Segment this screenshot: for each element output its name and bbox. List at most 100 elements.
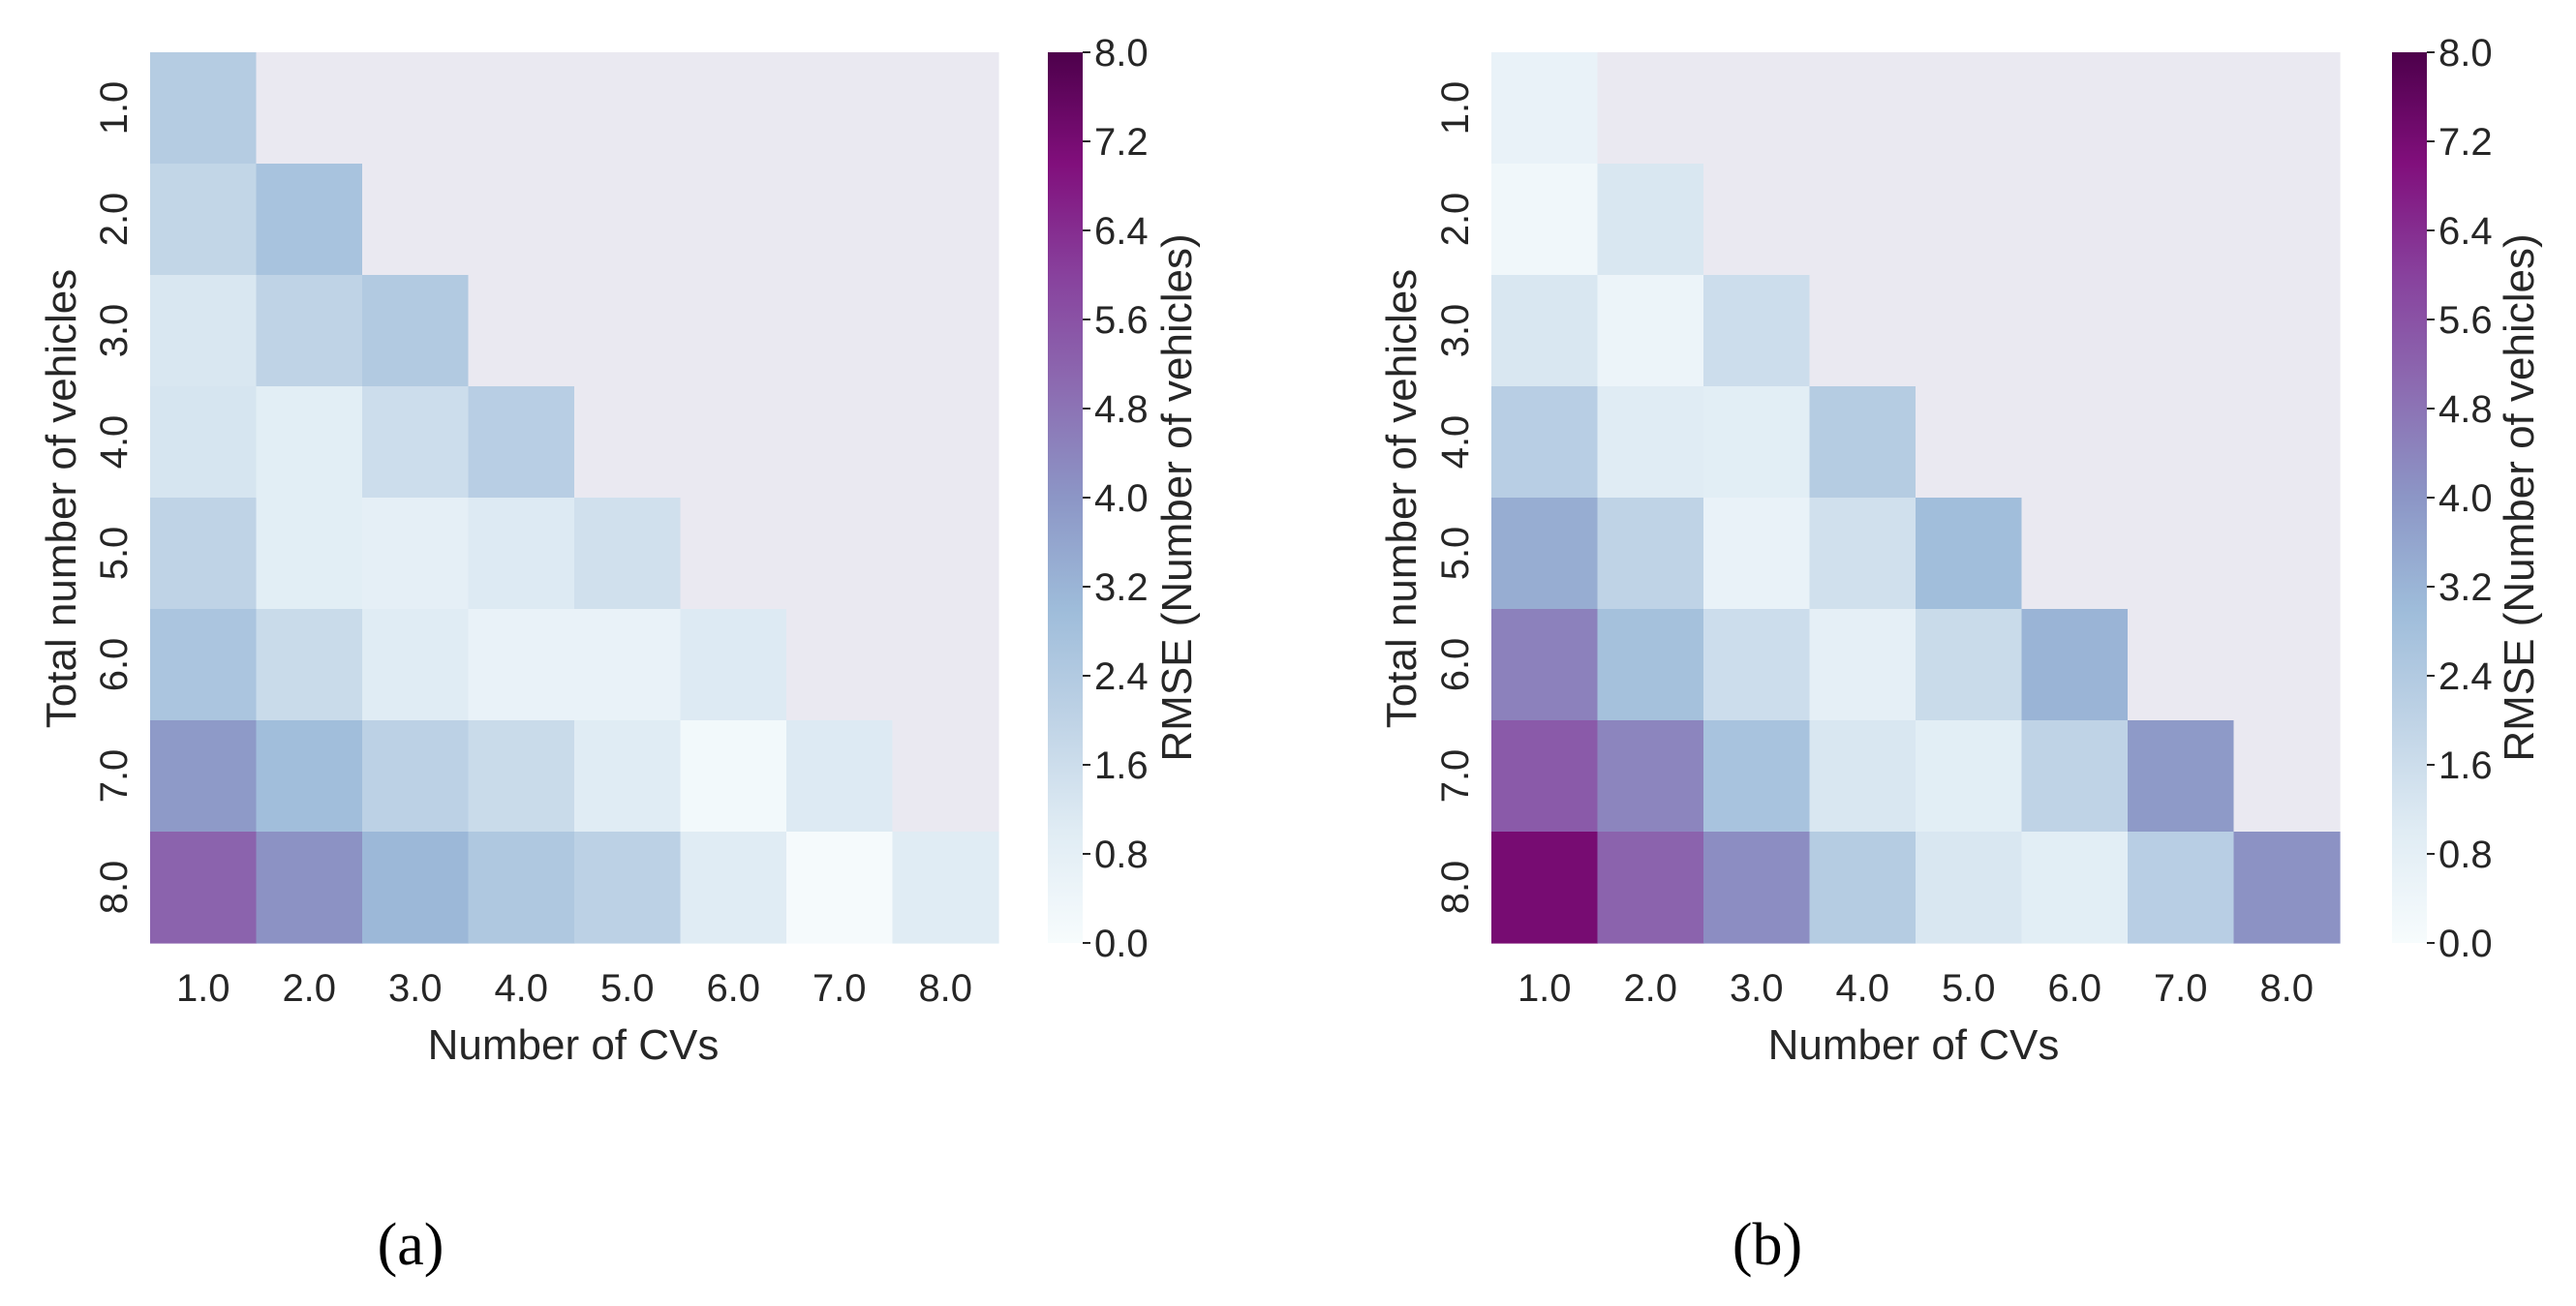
masked-cell [892, 720, 999, 833]
heat-cell [468, 832, 575, 944]
x-tick-label: 5.0 [600, 967, 655, 1010]
masked-cell [362, 164, 470, 276]
heat-cell [150, 164, 258, 276]
colorbar-b-ticks: 0.0 0.8 1.6 2.4 3.2 4.0 4.8 5.6 6.4 7.2 8.0 [2427, 32, 2493, 965]
colorbar-tick-label: 4.0 [1094, 477, 1149, 520]
colorbar-tick-label: 5.6 [1094, 299, 1149, 342]
y-tick-label: 3.0 [1434, 304, 1477, 358]
x-tick-label: 6.0 [2047, 967, 2101, 1010]
masked-cell [468, 52, 575, 165]
masked-cell [1916, 386, 2023, 499]
colorbar-tick-label: 7.2 [1094, 121, 1149, 164]
masked-cell [2021, 275, 2129, 387]
colorbar-b [2392, 52, 2427, 943]
heatmap-a-cells [150, 52, 999, 944]
heatmap-a-y-axis-label: Total number of vehicles [38, 269, 85, 728]
y-tick-label: 6.0 [93, 638, 136, 692]
masked-cell [2128, 386, 2235, 499]
heat-cell [256, 720, 363, 833]
heat-cell [150, 609, 258, 721]
heat-cell [1597, 164, 1704, 276]
masked-cell [892, 609, 999, 721]
masked-cell [2128, 275, 2235, 387]
masked-cell [786, 498, 894, 610]
y-tick-label: 1.0 [93, 81, 136, 136]
masked-cell [2021, 52, 2129, 165]
heat-cell [150, 498, 258, 610]
heat-cell [1597, 498, 1704, 610]
masked-cell [2128, 52, 2235, 165]
x-tick-label: 2.0 [1623, 967, 1677, 1010]
heat-cell [150, 386, 258, 499]
colorbar-tick-label: 0.0 [2438, 923, 2493, 965]
masked-cell [1597, 52, 1704, 165]
heat-cell [256, 275, 363, 387]
masked-cell [2021, 164, 2129, 276]
heatmap-b-y-axis-label: Total number of vehicles [1378, 269, 1426, 728]
heat-cell [1916, 498, 2023, 610]
x-tick-label: 2.0 [282, 967, 336, 1010]
heat-cell [1491, 52, 1599, 165]
heat-cell [2021, 609, 2129, 721]
masked-cell [2233, 52, 2341, 165]
heat-cell [362, 720, 470, 833]
x-tick-label: 1.0 [1518, 967, 1572, 1010]
heat-cell [150, 52, 258, 165]
heat-cell [786, 720, 894, 833]
heat-cell [1597, 275, 1704, 387]
colorbar-tick-label: 6.4 [2438, 210, 2493, 253]
heat-cell [150, 275, 258, 387]
masked-cell [1916, 275, 2023, 387]
heat-cell [1491, 609, 1599, 721]
colorbar-tick-label: 2.4 [2438, 655, 2493, 698]
heat-cell [1491, 275, 1599, 387]
y-tick-label: 6.0 [1434, 638, 1477, 692]
heat-cell [574, 832, 682, 944]
masked-cell [2128, 164, 2235, 276]
heat-cell [680, 832, 787, 944]
colorbar-tick-label: 8.0 [2438, 32, 2493, 75]
masked-cell [786, 275, 894, 387]
masked-cell [574, 52, 682, 165]
masked-cell [786, 609, 894, 721]
heat-cell [1491, 720, 1599, 833]
heat-cell [2128, 832, 2235, 944]
masked-cell [2233, 720, 2341, 833]
heat-cell [1809, 386, 1917, 499]
colorbar-tick-label: 3.2 [2438, 566, 2493, 609]
masked-cell [680, 275, 787, 387]
heatmap-a-y-ticks: 1.0 2.0 3.0 4.0 5.0 6.0 7.0 8.0 [93, 81, 136, 915]
heat-cell [1703, 498, 1811, 610]
masked-cell [892, 52, 999, 165]
y-tick-label: 2.0 [93, 193, 136, 247]
masked-cell [574, 164, 682, 276]
colorbar-a [1048, 52, 1083, 943]
heat-cell [468, 386, 575, 499]
masked-cell [680, 52, 787, 165]
x-tick-label: 7.0 [813, 967, 867, 1010]
x-tick-label: 7.0 [2154, 967, 2208, 1010]
heat-cell [362, 275, 470, 387]
heat-cell [362, 498, 470, 610]
x-tick-label: 5.0 [1942, 967, 1996, 1010]
masked-cell [680, 164, 787, 276]
colorbar-tick-label: 4.0 [2438, 477, 2493, 520]
heat-cell [1491, 498, 1599, 610]
heat-cell [150, 720, 258, 833]
heat-cell [256, 609, 363, 721]
y-tick-label: 1.0 [1434, 81, 1477, 136]
heat-cell [574, 498, 682, 610]
masked-cell [2233, 386, 2341, 499]
x-tick-label: 3.0 [1730, 967, 1784, 1010]
heat-cell [1916, 832, 2023, 944]
masked-cell [1809, 164, 1917, 276]
masked-cell [1809, 52, 1917, 165]
colorbar-a-label: RMSE (Number of vehicles) [1153, 233, 1201, 761]
heat-cell [1597, 609, 1704, 721]
heatmap-a-x-axis-label: Number of CVs [428, 1021, 720, 1069]
y-tick-label: 7.0 [1434, 749, 1477, 804]
masked-cell [680, 498, 787, 610]
masked-cell [2128, 498, 2235, 610]
masked-cell [892, 275, 999, 387]
